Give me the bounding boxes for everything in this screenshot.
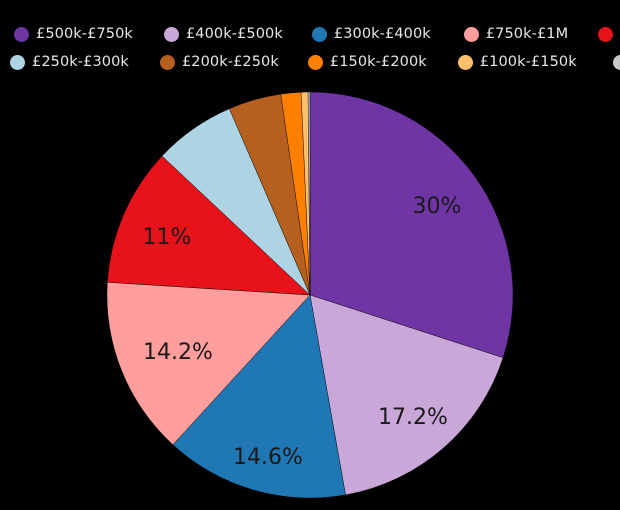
legend-item-label: £250k-£300k (32, 53, 129, 70)
pie-slice-percent-label: 11% (143, 225, 192, 250)
legend-swatch-icon (14, 26, 29, 42)
legend-item-label: £200k-£250k (181, 53, 279, 70)
legend-swatch-icon (463, 26, 479, 42)
legend-swatch-icon (598, 26, 614, 42)
legend-item-label: £150k-£200k (329, 53, 427, 70)
legend-item-label: £500k-£750k (36, 25, 133, 42)
pie-label-group: 30% 17.2% 14.6% 14.2% 11% (143, 194, 462, 470)
legend-item-750k-1m[interactable]: £750k-£1M (463, 25, 569, 42)
legend-swatch-icon (159, 54, 175, 70)
pie-slice[interactable] (172, 294, 346, 499)
legend-swatch-icon (612, 54, 620, 70)
legend-item-500k-750k[interactable]: £500k-£750k (14, 25, 133, 42)
chart-legend: £500k-£750k £400k-£500k £300k-£400k £750k-£… (0, 20, 620, 78)
pie-slice[interactable] (307, 91, 311, 296)
pie-slice[interactable] (309, 294, 504, 496)
pie-slice[interactable] (309, 91, 514, 358)
pie-slice-percent-label: 30% (413, 194, 462, 219)
legend-item-label: £100k-£150k (479, 53, 577, 70)
legend-swatch-icon (457, 54, 473, 70)
legend-item-100k-150k[interactable]: £100k-£150k (457, 53, 577, 70)
legend-item-other[interactable]: Other (612, 54, 620, 70)
legend-item-400k-500k[interactable]: £400k-£500k (163, 25, 283, 42)
legend-item-label: £300k-£400k (333, 25, 431, 42)
legend-swatch-icon (307, 54, 323, 70)
pie-slice[interactable] (107, 155, 311, 296)
legend-item-200k-250k[interactable]: £200k-£250k (159, 53, 279, 70)
pie-slice-percent-label: 14.2% (143, 340, 213, 365)
legend-item-300k-400k[interactable]: £300k-£400k (311, 25, 431, 42)
pie-slice[interactable] (106, 282, 311, 445)
legend-row-1: £500k-£750k £400k-£500k £300k-£400k £750k-£… (0, 20, 620, 48)
pie-slice-percent-label: 17.2% (378, 405, 448, 430)
legend-swatch-icon (311, 26, 327, 42)
legend-item-label: £400k-£500k (185, 25, 283, 42)
pie-slice-group (106, 91, 514, 499)
legend-item-over-1m[interactable]: over £1M (598, 26, 620, 42)
pie-slice-percent-label: 14.6% (233, 445, 303, 470)
legend-item-label: £750k-£1M (485, 25, 569, 42)
legend-swatch-icon (163, 26, 179, 42)
legend-item-150k-200k[interactable]: £150k-£200k (307, 53, 427, 70)
legend-swatch-icon (10, 54, 25, 70)
legend-row-2: £250k-£300k £200k-£250k £150k-£200k £100k-£… (0, 48, 620, 76)
legend-item-250k-300k[interactable]: £250k-£300k (10, 53, 129, 70)
